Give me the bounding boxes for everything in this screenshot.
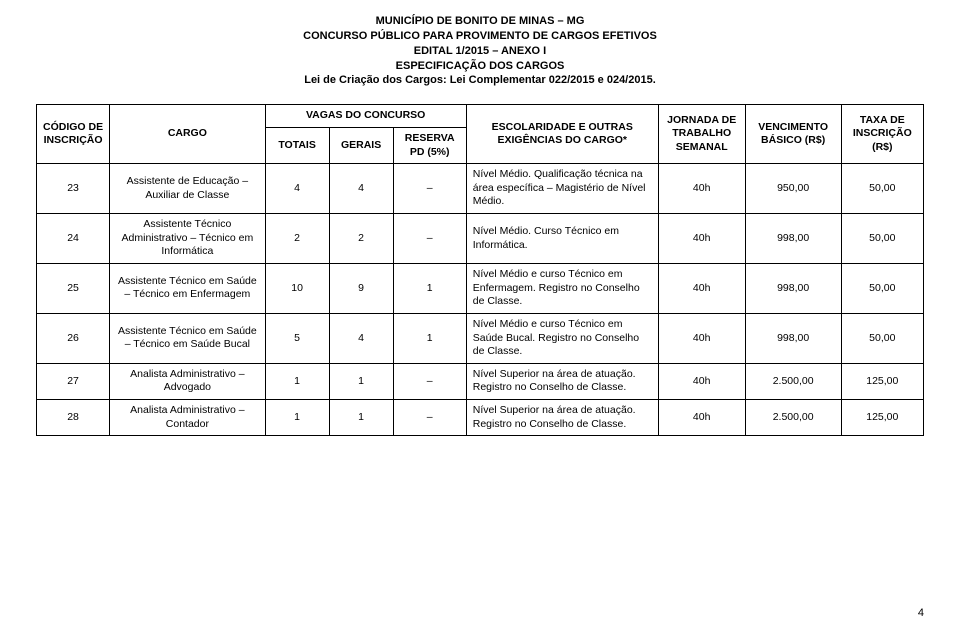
table-row: 27 Analista Administrativo – Advogado 1 … [37, 363, 924, 399]
cell-cargo: Assistente Técnico em Saúde – Técnico em… [110, 263, 265, 313]
th-taxa: TAXA DE INSCRIÇÃO (R$) [841, 105, 923, 164]
cell-cargo: Analista Administrativo – Advogado [110, 363, 265, 399]
cell-escolaridade: Nível Médio. Curso Técnico em Informátic… [466, 214, 658, 264]
page-number: 4 [918, 607, 924, 619]
cell-reserva: – [393, 400, 466, 436]
th-escolaridade: ESCOLARIDADE E OUTRAS EXIGÊNCIAS DO CARG… [466, 105, 658, 164]
cell-gerais: 2 [329, 214, 393, 264]
cell-reserva: 1 [393, 313, 466, 363]
cell-reserva: – [393, 164, 466, 214]
cell-totais: 5 [265, 313, 329, 363]
cell-reserva: 1 [393, 263, 466, 313]
cell-codigo: 25 [37, 263, 110, 313]
cell-jornada: 40h [658, 214, 745, 264]
cell-gerais: 1 [329, 363, 393, 399]
cell-codigo: 28 [37, 400, 110, 436]
cell-vencimento: 998,00 [745, 263, 841, 313]
cell-reserva: – [393, 214, 466, 264]
cell-totais: 2 [265, 214, 329, 264]
table-header: CÓDIGO DE INSCRIÇÃO CARGO VAGAS DO CONCU… [37, 105, 924, 164]
cell-escolaridade: Nível Superior na área de atuação. Regis… [466, 363, 658, 399]
header-line-3: EDITAL 1/2015 – ANEXO I [36, 44, 924, 59]
th-codigo: CÓDIGO DE INSCRIÇÃO [37, 105, 110, 164]
th-gerais: GERAIS [329, 127, 393, 163]
cell-vencimento: 998,00 [745, 214, 841, 264]
cell-cargo: Analista Administrativo – Contador [110, 400, 265, 436]
th-jornada: JORNADA DE TRABALHO SEMANAL [658, 105, 745, 164]
table-row: 23 Assistente de Educação – Auxiliar de … [37, 164, 924, 214]
header-line-5: Lei de Criação dos Cargos: Lei Complemen… [36, 73, 924, 88]
th-cargo: CARGO [110, 105, 265, 164]
cell-taxa: 50,00 [841, 263, 923, 313]
cell-cargo: Assistente de Educação – Auxiliar de Cla… [110, 164, 265, 214]
th-vagas-title: VAGAS DO CONCURSO [265, 105, 466, 128]
cell-taxa: 125,00 [841, 363, 923, 399]
cell-gerais: 9 [329, 263, 393, 313]
header-line-1: MUNICÍPIO DE BONITO DE MINAS – MG [36, 14, 924, 29]
table-row: 24 Assistente Técnico Administrativo – T… [37, 214, 924, 264]
table-row: 28 Analista Administrativo – Contador 1 … [37, 400, 924, 436]
cell-codigo: 23 [37, 164, 110, 214]
cell-vencimento: 2.500,00 [745, 363, 841, 399]
cell-totais: 1 [265, 400, 329, 436]
page: MUNICÍPIO DE BONITO DE MINAS – MG CONCUR… [0, 0, 960, 629]
cell-jornada: 40h [658, 313, 745, 363]
cell-vencimento: 2.500,00 [745, 400, 841, 436]
cell-codigo: 24 [37, 214, 110, 264]
document-header: MUNICÍPIO DE BONITO DE MINAS – MG CONCUR… [36, 14, 924, 88]
header-line-2: CONCURSO PÚBLICO PARA PROVIMENTO DE CARG… [36, 29, 924, 44]
cell-jornada: 40h [658, 164, 745, 214]
cell-jornada: 40h [658, 263, 745, 313]
cell-codigo: 26 [37, 313, 110, 363]
header-line-4: ESPECIFICAÇÃO DOS CARGOS [36, 59, 924, 74]
table-row: 26 Assistente Técnico em Saúde – Técnico… [37, 313, 924, 363]
cell-gerais: 1 [329, 400, 393, 436]
cell-escolaridade: Nível Médio. Qualificação técnica na áre… [466, 164, 658, 214]
th-totais: TOTAIS [265, 127, 329, 163]
cell-jornada: 40h [658, 363, 745, 399]
cell-taxa: 50,00 [841, 164, 923, 214]
cell-totais: 10 [265, 263, 329, 313]
cell-taxa: 50,00 [841, 313, 923, 363]
cargos-table: CÓDIGO DE INSCRIÇÃO CARGO VAGAS DO CONCU… [36, 104, 924, 436]
cell-taxa: 50,00 [841, 214, 923, 264]
cell-gerais: 4 [329, 313, 393, 363]
cell-vencimento: 998,00 [745, 313, 841, 363]
cell-cargo: Assistente Técnico em Saúde – Técnico em… [110, 313, 265, 363]
cell-reserva: – [393, 363, 466, 399]
cell-gerais: 4 [329, 164, 393, 214]
cell-cargo: Assistente Técnico Administrativo – Técn… [110, 214, 265, 264]
cell-jornada: 40h [658, 400, 745, 436]
cell-codigo: 27 [37, 363, 110, 399]
table-row: 25 Assistente Técnico em Saúde – Técnico… [37, 263, 924, 313]
cell-escolaridade: Nível Médio e curso Técnico em Enfermage… [466, 263, 658, 313]
cell-escolaridade: Nível Superior na área de atuação. Regis… [466, 400, 658, 436]
cell-totais: 4 [265, 164, 329, 214]
cell-totais: 1 [265, 363, 329, 399]
cell-vencimento: 950,00 [745, 164, 841, 214]
th-vencimento: VENCIMENTO BÁSICO (R$) [745, 105, 841, 164]
th-reserva: RESERVA PD (5%) [393, 127, 466, 163]
table-body: 23 Assistente de Educação – Auxiliar de … [37, 164, 924, 436]
cell-taxa: 125,00 [841, 400, 923, 436]
cell-escolaridade: Nível Médio e curso Técnico em Saúde Buc… [466, 313, 658, 363]
